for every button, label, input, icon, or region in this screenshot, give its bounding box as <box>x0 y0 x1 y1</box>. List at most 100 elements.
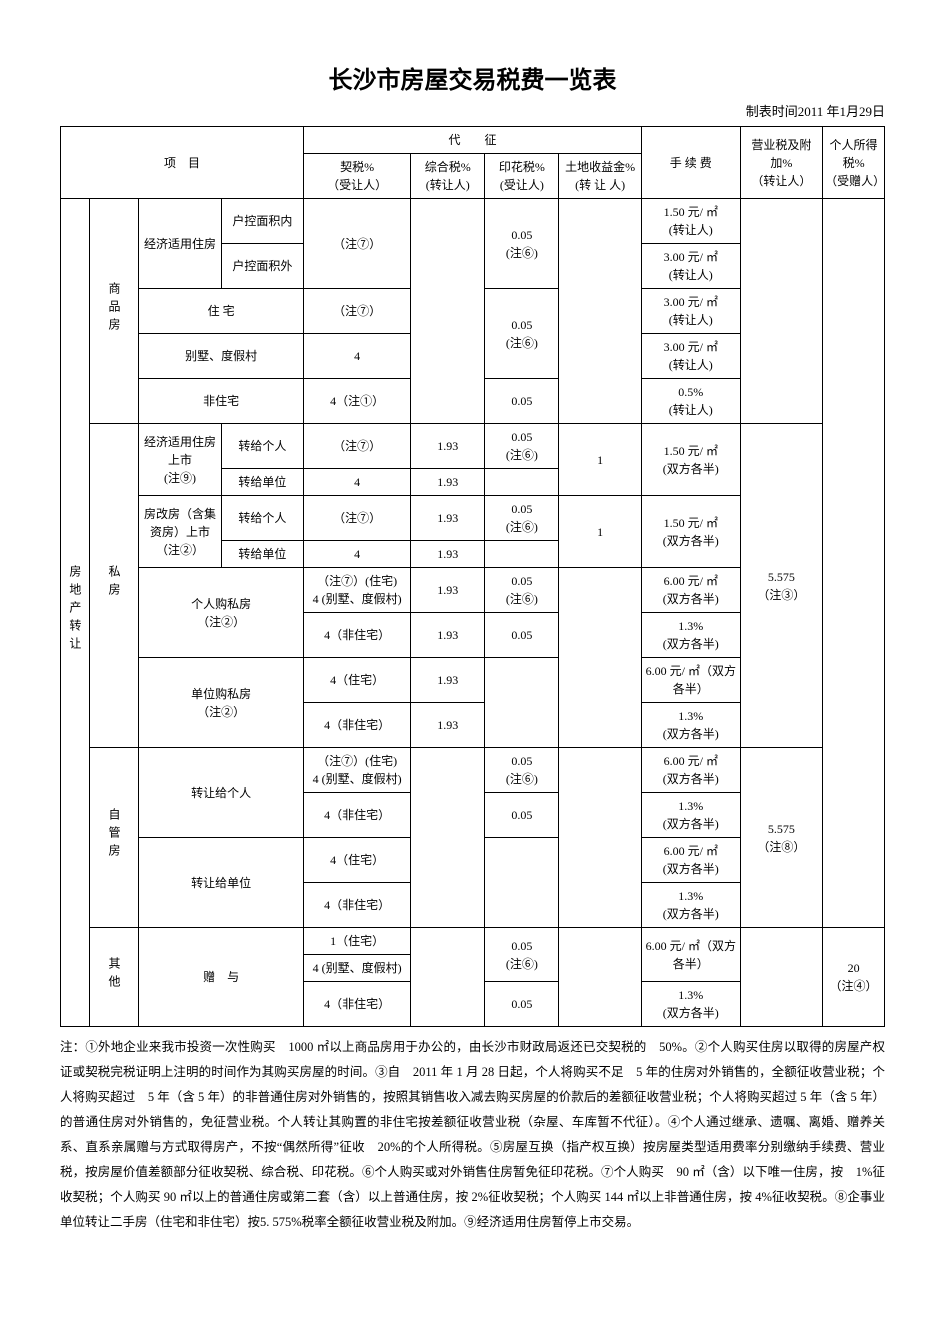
hdr-fee: 手 续 费 <box>641 127 740 199</box>
cell: 4（非住宅） <box>304 982 411 1027</box>
cell: 0.05 <box>485 982 559 1027</box>
cell: 1.3% (双方各半) <box>641 982 740 1027</box>
cell <box>485 541 559 568</box>
lbl-zz: 住 宅 <box>139 289 304 334</box>
cell: 0.05 (注⑥) <box>485 748 559 793</box>
sec-zgf: 自管房 <box>89 748 138 928</box>
cell <box>485 469 559 496</box>
cell: 1.3% (双方各半) <box>641 793 740 838</box>
cell: （注⑦）(住宅) 4 (别墅、度假村) <box>304 748 411 793</box>
cell <box>559 748 641 928</box>
tax-table: 项 目 代 征 手 续 费 营业税及附加% （转让人） 个人所得税% （受赠人）… <box>60 126 885 1027</box>
lbl-jjsyf-ss: 经济适用住房上市 (注⑨) <box>139 424 221 496</box>
cell: （注⑦）(住宅) 4 (别墅、度假村) <box>304 568 411 613</box>
cell: 6.00 元/ ㎡ (双方各半) <box>641 838 740 883</box>
cell: 1.93 <box>411 703 485 748</box>
hdr-pit: 个人所得税% （受赠人） <box>823 127 885 199</box>
cell: （注⑦） <box>304 289 411 334</box>
table-row: 房地产转让 商品房 经济适用住房 户控面积内 （注⑦） 0.05 (注⑥) 1.… <box>61 199 885 244</box>
cell: （注⑦） <box>304 199 411 289</box>
cell: 4（非住宅） <box>304 793 411 838</box>
cell: 3.00 元/ ㎡ (转让人) <box>641 289 740 334</box>
sec-spf: 商品房 <box>89 199 138 424</box>
cell: 1.93 <box>411 424 485 469</box>
sec-qt: 其他 <box>89 928 138 1027</box>
hdr-biz: 营业税及附加% （转让人） <box>740 127 822 199</box>
cell <box>485 838 559 928</box>
cell: 3.00 元/ ㎡ (转让人) <box>641 244 740 289</box>
cell <box>485 658 559 748</box>
cell: （注⑦） <box>304 424 411 469</box>
cell: 1.93 <box>411 613 485 658</box>
cell: 4（非住宅） <box>304 703 411 748</box>
lbl-dwgsf: 单位购私房 （注②） <box>139 658 304 748</box>
cell: 转给单位 <box>221 469 303 496</box>
cell: 0.05 (注⑥) <box>485 496 559 541</box>
cell: 4 (别墅、度假村) <box>304 955 411 982</box>
table-row: 私房 经济适用住房上市 (注⑨) 转给个人 （注⑦） 1.93 0.05 (注⑥… <box>61 424 885 469</box>
lbl-jjsyf: 经济适用住房 <box>139 199 221 289</box>
cell: 1.50 元/ ㎡ (双方各半) <box>641 424 740 496</box>
table-row: 其他 赠 与 1（住宅） 0.05 (注⑥) 6.00 元/ ㎡（双方各半） 2… <box>61 928 885 955</box>
hdr-comp: 综合税% (转让人) <box>411 154 485 199</box>
lbl-bsdjc: 别墅、度假村 <box>139 334 304 379</box>
hdr-item: 项 目 <box>61 127 304 199</box>
cell: 0.05 <box>485 379 559 424</box>
page-title: 长沙市房屋交易税费一览表 <box>60 60 885 95</box>
cell: 0.05 (注⑥) <box>485 199 559 289</box>
cell <box>559 199 641 424</box>
hdr-deed: 契税% （受让人） <box>304 154 411 199</box>
sec-sf: 私房 <box>89 424 138 748</box>
cell: 1.93 <box>411 568 485 613</box>
cell: 转给个人 <box>221 496 303 541</box>
cell: 0.05 (注⑥) <box>485 928 559 982</box>
cell: 0.05 <box>485 793 559 838</box>
lbl-grgsf: 个人购私房 （注②） <box>139 568 304 658</box>
cell: 0.05 (注⑥) <box>485 289 559 379</box>
lbl-zrggr: 转让给个人 <box>139 748 304 838</box>
cell <box>823 199 885 928</box>
cell: 3.00 元/ ㎡ (转让人) <box>641 334 740 379</box>
cell: 6.00 元/ ㎡ (双方各半) <box>641 748 740 793</box>
lbl-hknmj: 户控面积内 <box>221 199 303 244</box>
cell: 1（住宅） <box>304 928 411 955</box>
cell: 4（住宅） <box>304 658 411 703</box>
cell: 4 <box>304 334 411 379</box>
cell: 4（注①） <box>304 379 411 424</box>
cell: 转给单位 <box>221 541 303 568</box>
cell: 1.93 <box>411 496 485 541</box>
cell: 4（非住宅） <box>304 613 411 658</box>
cell: （注⑦） <box>304 496 411 541</box>
lbl-zy: 赠 与 <box>139 928 304 1027</box>
cell: 4（非住宅） <box>304 883 411 928</box>
cell: 0.05 <box>485 613 559 658</box>
cell: 4 <box>304 469 411 496</box>
cell <box>740 928 822 1027</box>
cell: 转给个人 <box>221 424 303 469</box>
cell <box>559 568 641 748</box>
cell: 0.05 (注⑥) <box>485 424 559 469</box>
cell: 1.3% (双方各半) <box>641 613 740 658</box>
cell: 1.3% (双方各半) <box>641 703 740 748</box>
lbl-fzz: 非住宅 <box>139 379 304 424</box>
cell: 6.00 元/ ㎡（双方各半） <box>641 658 740 703</box>
table-row: 自管房 转让给个人 （注⑦）(住宅) 4 (别墅、度假村) 0.05 (注⑥) … <box>61 748 885 793</box>
lbl-fgf: 房改房（含集资房）上市 （注②） <box>139 496 221 568</box>
cell: 1 <box>559 496 641 568</box>
cell: 6.00 元/ ㎡ (双方各半) <box>641 568 740 613</box>
cell: 6.00 元/ ㎡（双方各半） <box>641 928 740 982</box>
cell: 1.3% (双方各半) <box>641 883 740 928</box>
cell: 20 （注④） <box>823 928 885 1027</box>
cell <box>559 928 641 1027</box>
cell: 1 <box>559 424 641 496</box>
cell: 0.5% (转让人) <box>641 379 740 424</box>
root-cell: 房地产转让 <box>61 199 90 1027</box>
hdr-land: 土地收益金% (转 让 人) <box>559 154 641 199</box>
cell: 1.93 <box>411 541 485 568</box>
notes: 注：①外地企业来我市投资一次性购买 1000 ㎡以上商品房用于办公的，由长沙市财… <box>60 1035 885 1235</box>
cell: 1.93 <box>411 658 485 703</box>
cell <box>411 928 485 1027</box>
cell: 5.575 （注③） <box>740 424 822 748</box>
cell: 5.575 （注⑧） <box>740 748 822 928</box>
date-label: 制表时间2011 年1月29日 <box>60 101 885 120</box>
